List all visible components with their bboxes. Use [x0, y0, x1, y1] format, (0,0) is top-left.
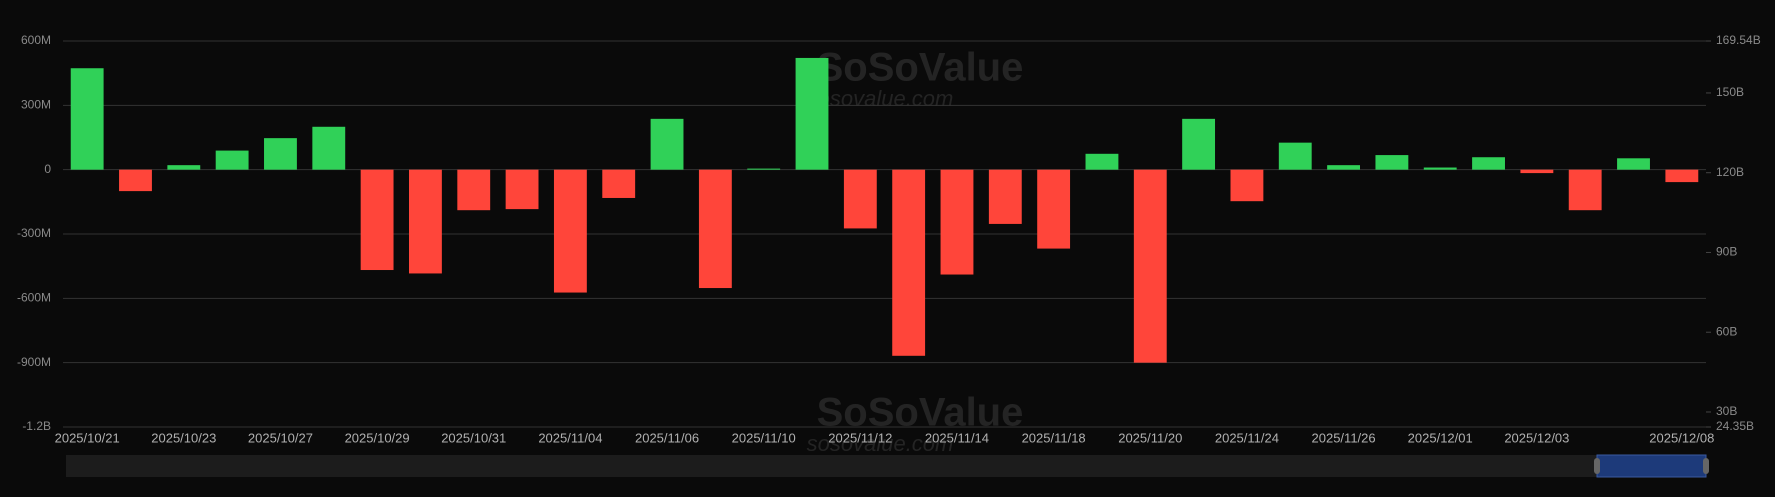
bar	[698, 169, 732, 289]
navigator-window[interactable]	[1596, 454, 1707, 478]
bar	[1568, 169, 1602, 211]
x-tick-label: 2025/11/24	[1215, 430, 1279, 445]
bar	[795, 57, 829, 170]
x-tick-label: 2025/12/01	[1408, 430, 1473, 445]
x-tick-label: 2025/10/23	[151, 430, 216, 445]
x-tick-label: 2025/12/08	[1649, 430, 1714, 445]
bar	[1375, 155, 1409, 170]
y2-tick-label: 60B	[1716, 324, 1737, 338]
x-tick-label: 2025/11/06	[635, 430, 699, 445]
bar	[1037, 169, 1071, 249]
bar	[1327, 165, 1361, 170]
bar	[892, 169, 926, 356]
x-tick-label: 2025/11/14	[925, 430, 989, 445]
y2-tick-label: 150B	[1716, 85, 1744, 99]
bar	[988, 169, 1022, 224]
watermark: SoSoValue sosovalue.com SoSoValue sosova…	[807, 46, 1024, 456]
navigator	[66, 454, 1709, 478]
bar	[1182, 118, 1216, 170]
bar	[1230, 169, 1264, 202]
bar	[1472, 157, 1505, 170]
x-tick-label: 2025/11/10	[732, 430, 796, 445]
x-tick-label: 2025/11/26	[1312, 430, 1376, 445]
x-tick-label: 2025/10/29	[345, 430, 410, 445]
bar	[650, 118, 684, 170]
bar	[264, 138, 297, 170]
y-tick-label: 300M	[21, 98, 51, 112]
bar	[602, 169, 636, 198]
x-tick-label: 2025/10/31	[441, 430, 506, 445]
y-tick-label: 0	[44, 162, 51, 176]
navigator-handle[interactable]	[1703, 458, 1709, 474]
x-tick-label: 2025/11/12	[828, 430, 892, 445]
y2-tick-label: 169.54B	[1716, 33, 1761, 47]
y-tick-label: -300M	[17, 226, 51, 240]
bar	[1665, 169, 1699, 183]
bar	[119, 169, 152, 192]
bar	[1278, 142, 1312, 170]
watermark-url: sosovalue.com	[807, 86, 954, 111]
watermark-text: SoSoValue	[817, 46, 1024, 90]
bar	[167, 165, 201, 170]
y2-tick-label: 120B	[1716, 165, 1744, 179]
y-tick-label: 600M	[21, 33, 51, 47]
bar	[843, 169, 877, 229]
y2-tick-label: 24.35B	[1716, 419, 1754, 433]
navigator-track	[66, 455, 1706, 477]
bar	[553, 169, 587, 293]
watermark-url: sosovalue.com	[807, 431, 954, 456]
bar	[408, 169, 442, 274]
x-tick-label: 2025/11/20	[1118, 430, 1182, 445]
y2-tick-label: 30B	[1716, 404, 1737, 418]
y-tick-label: -600M	[17, 291, 51, 305]
bar	[360, 169, 394, 271]
x-tick-label: 2025/10/21	[55, 430, 120, 445]
bar	[1085, 153, 1119, 170]
y2-tick-label: 90B	[1716, 245, 1737, 259]
bar	[747, 168, 781, 170]
y-tick-label: -900M	[17, 355, 51, 369]
navigator-handle[interactable]	[1594, 458, 1600, 474]
x-tick-label: 2025/10/27	[248, 430, 313, 445]
y-tick-label: -1.2B	[22, 419, 51, 433]
bar	[1423, 167, 1457, 170]
x-tick-label: 2025/11/18	[1022, 430, 1086, 445]
bar	[1617, 158, 1650, 170]
bar	[1133, 169, 1167, 363]
watermark-text: SoSoValue	[817, 391, 1024, 435]
x-tick-label: 2025/12/03	[1504, 430, 1569, 445]
bar	[215, 150, 249, 170]
x-tick-label: 2025/11/04	[538, 430, 602, 445]
bar	[1520, 169, 1554, 174]
bar	[312, 126, 346, 170]
bar	[505, 169, 539, 210]
bar	[940, 169, 974, 275]
bar	[70, 68, 104, 170]
bar	[457, 169, 491, 211]
